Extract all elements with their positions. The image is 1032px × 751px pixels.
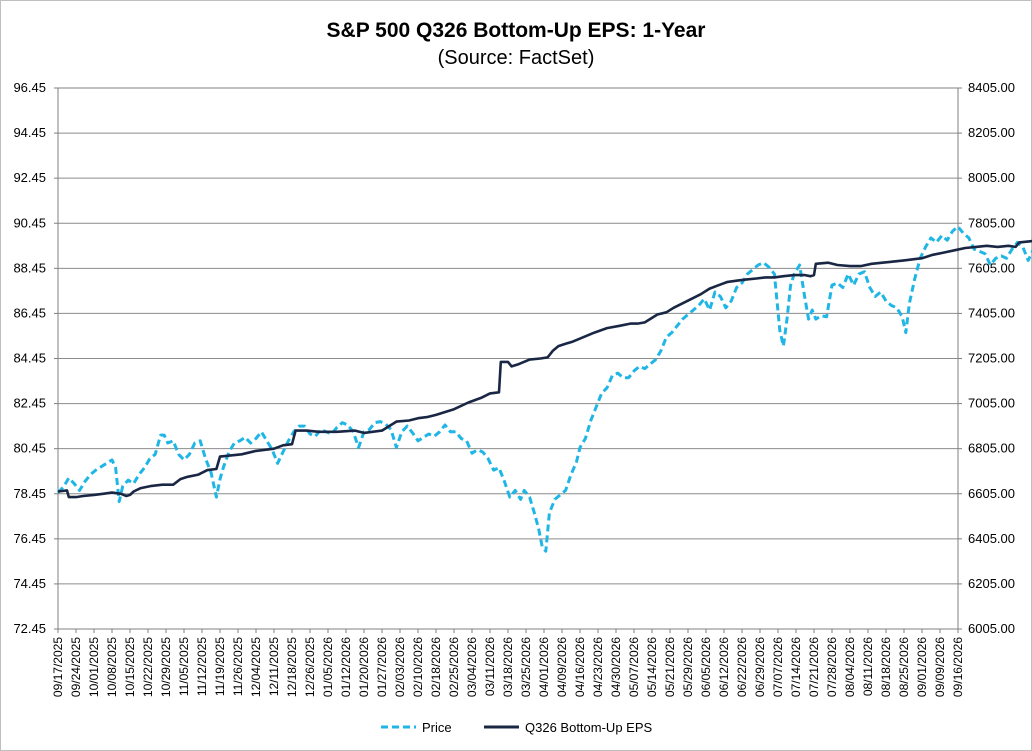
x-tick-label: 04/16/2026 [573,637,587,697]
x-tick-label: 04/23/2026 [591,637,605,697]
x-tick-label: 04/09/2026 [555,637,569,697]
x-tick-label: 11/19/2025 [213,637,227,696]
x-tick-label: 05/07/2026 [627,637,641,697]
chart-title: S&P 500 Q326 Bottom-Up EPS: 1-Year [327,19,706,42]
y-right-tick-label: 8205.00 [968,125,1015,140]
y-right-tick-label: 7605.00 [968,260,1015,275]
x-tick-label: 09/09/2026 [933,637,947,697]
series-layer [56,225,1032,553]
x-tick-label: 01/12/2026 [339,637,353,697]
x-tick-label: 10/29/2025 [159,637,173,697]
eps-series-line [57,239,1032,499]
x-tick-label: 06/29/2026 [753,637,767,697]
y-right-tick-label: 6205.00 [968,576,1015,591]
legend-eps-label: Q326 Bottom-Up EPS [525,720,652,735]
x-tick-label: 03/11/2026 [483,637,497,696]
y-left-tick-label: 92.45 [13,170,46,185]
x-tick-label: 10/15/2025 [123,637,137,697]
x-tick-label: 08/25/2026 [897,637,911,697]
x-tick-label: 07/21/2026 [807,637,821,697]
x-tick-label: 05/29/2026 [681,637,695,697]
x-tick-label: 04/30/2026 [609,637,623,697]
y-left-tick-label: 86.45 [13,305,46,320]
x-tick-label: 12/18/2025 [285,637,299,697]
x-tick-label: 07/28/2026 [825,637,839,697]
y-left-tick-label: 74.45 [13,576,46,591]
x-tick-label: 10/01/2025 [87,637,101,697]
x-tick-label: 09/01/2026 [915,637,929,697]
x-tick-label: 02/18/2026 [429,637,443,697]
y-left-tick-label: 88.45 [13,260,46,275]
x-tick-label: 12/11/2025 [267,637,281,696]
gridlines [58,132,958,585]
x-tick-label: 11/12/2025 [195,637,209,696]
x-tick-label: 06/22/2026 [735,637,749,697]
x-tick-label: 06/12/2026 [717,637,731,697]
x-tick-label: 03/18/2026 [501,637,515,697]
y-left-tick-label: 76.45 [13,531,46,546]
y-right-tick-label: 6605.00 [968,486,1015,501]
x-tick-label: 07/14/2026 [789,637,803,697]
y-left-tick-label: 90.45 [13,215,46,230]
y-right-tick-label: 6405.00 [968,531,1015,546]
legend-price-label: Price [422,720,452,735]
x-tick-label: 06/05/2026 [699,637,713,697]
y-right-tick-label: 7005.00 [968,396,1015,411]
x-tick-label: 03/04/2026 [465,637,479,697]
x-tick-label: 09/24/2025 [69,637,83,697]
x-tick-label: 11/26/2025 [231,637,245,696]
x-axis: 09/17/2025 09/24/2025 10/01/2025 10/08/2025… [51,629,965,697]
x-tick-label: 08/11/2026 [861,637,875,696]
x-tick-label: 01/27/2026 [375,637,389,697]
y-right-tick-label: 8005.00 [968,170,1015,185]
x-tick-label: 01/05/2026 [321,637,335,697]
x-tick-label: 09/16/2026 [951,637,965,697]
y-right-tick-label: 7405.00 [968,305,1015,320]
y-right-tick-label: 8405.00 [968,80,1015,95]
y-left-tick-label: 84.45 [13,351,46,366]
y-left-tick-label: 72.45 [13,621,46,636]
x-tick-label: 08/18/2026 [879,637,893,697]
y-left-tick-label: 78.45 [13,486,46,501]
x-tick-label: 02/25/2026 [447,637,461,697]
y-axis-left: 96.45 94.45 92.45 90.45 88.45 86.45 84.45 82.45… [13,80,58,636]
x-tick-label: 02/03/2026 [393,637,407,697]
y-left-tick-label: 82.45 [13,396,46,411]
x-tick-label: 09/17/2025 [51,637,65,697]
chart-subtitle: (Source: FactSet) [438,47,595,69]
x-tick-label: 03/25/2026 [519,637,533,697]
y-right-tick-label: 7805.00 [968,215,1015,230]
x-tick-label: 01/20/2026 [357,637,371,697]
x-tick-label: 08/04/2026 [843,637,857,697]
x-tick-label: 11/05/2025 [177,637,191,696]
price-series-line [56,225,1032,553]
x-tick-label: 12/26/2025 [303,637,317,697]
y-right-tick-label: 7205.00 [968,351,1015,366]
y-axis-right: 8405.00 8205.00 8005.00 7805.00 7605.00 7405.… [958,80,1015,636]
y-left-tick-label: 94.45 [13,125,46,140]
legend: Price Q326 Bottom-Up EPS [381,720,652,735]
x-tick-label: 04/01/2026 [537,637,551,697]
x-tick-label: 05/21/2026 [663,637,677,697]
x-tick-label: 10/08/2025 [105,637,119,697]
y-left-tick-label: 80.45 [13,441,46,456]
x-tick-label: 07/07/2026 [771,637,785,697]
x-tick-label: 02/10/2026 [411,637,425,697]
x-tick-label: 12/04/2025 [249,637,263,697]
x-tick-label: 05/14/2026 [645,637,659,697]
y-left-tick-label: 96.45 [13,80,46,95]
x-tick-label: 10/22/2025 [141,637,155,697]
y-right-tick-label: 6805.00 [968,441,1015,456]
y-right-tick-label: 6005.00 [968,621,1015,636]
